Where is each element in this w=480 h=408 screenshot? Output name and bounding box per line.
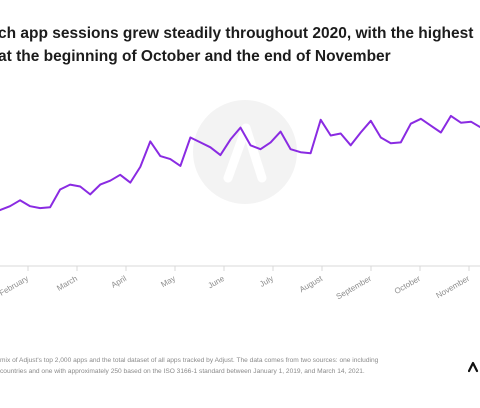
series-point: [259, 148, 262, 150]
series-point: [280, 131, 282, 133]
series-point: [380, 136, 382, 139]
x-tick-label: May: [159, 274, 177, 289]
chart-title: ch app sessions grew steadily throughout…: [0, 22, 474, 68]
series-line: [0, 114, 480, 212]
series-point: [310, 152, 312, 154]
series-point: [99, 184, 101, 186]
series-point: [350, 144, 352, 146]
series-point: [199, 141, 201, 143]
series-point: [290, 148, 292, 150]
x-tick-label: March: [55, 274, 79, 293]
series-point: [149, 140, 151, 142]
chart-title-line-2: at the beginning of October and the end …: [0, 48, 391, 65]
series-point: [270, 141, 272, 143]
footnote: mix of Adjust's top 2,000 apps and the t…: [0, 355, 470, 377]
series-point: [19, 199, 21, 201]
series-point: [59, 188, 61, 191]
series-point: [169, 158, 171, 160]
series-point: [159, 155, 161, 157]
series-point: [39, 207, 41, 209]
series-point: [320, 119, 322, 121]
footnote-line-1: mix of Adjust's top 2,000 apps and the t…: [0, 357, 379, 364]
x-tick-label: September: [335, 274, 374, 302]
series-point: [189, 136, 191, 139]
series-point: [460, 122, 462, 124]
series-point: [69, 184, 71, 186]
series-point: [9, 205, 11, 207]
series-point: [239, 127, 242, 129]
series-point: [49, 206, 51, 208]
series-point: [450, 115, 452, 117]
series-point: [360, 131, 362, 134]
x-tick-label: April: [110, 274, 129, 290]
series-point: [179, 165, 181, 167]
series-point: [340, 132, 342, 135]
footnote-line-2: countries and one with approximately 250…: [0, 368, 365, 375]
x-tick-label: November: [435, 274, 472, 300]
x-tick-label: February: [0, 274, 30, 298]
series-point: [420, 118, 422, 120]
series-point: [330, 134, 332, 137]
chart-title-line-1: ch app sessions grew steadily throughout…: [0, 25, 474, 42]
series-point: [390, 142, 392, 144]
series-point: [249, 144, 252, 146]
series-point: [410, 123, 412, 125]
x-tick-labels: February March April May June July August Septe…: [0, 274, 471, 302]
series-point: [119, 174, 121, 176]
series-point: [430, 125, 432, 127]
x-tick-label: June: [206, 274, 226, 291]
x-tick-marks: [27, 266, 470, 271]
series-point: [29, 205, 31, 207]
series-point: [400, 141, 402, 143]
series-point: [209, 146, 211, 148]
series-point: [440, 131, 442, 134]
series-points: [0, 115, 472, 211]
series-point: [470, 121, 472, 123]
adjust-brand-mark: [468, 361, 479, 373]
series-point: [129, 182, 131, 184]
series-point: [370, 120, 372, 122]
series-point: [79, 185, 81, 188]
x-tick-label: August: [298, 274, 325, 295]
x-tick-label: October: [393, 274, 422, 296]
series-point: [109, 180, 111, 182]
series-point: [89, 193, 91, 195]
series-point: [229, 138, 232, 140]
series-point: [219, 154, 221, 156]
series-point: [139, 166, 141, 168]
adjust-logo-watermark: [193, 100, 297, 204]
x-tick-label: July: [258, 274, 275, 289]
series-point: [300, 151, 302, 153]
series-point: [0, 209, 1, 211]
